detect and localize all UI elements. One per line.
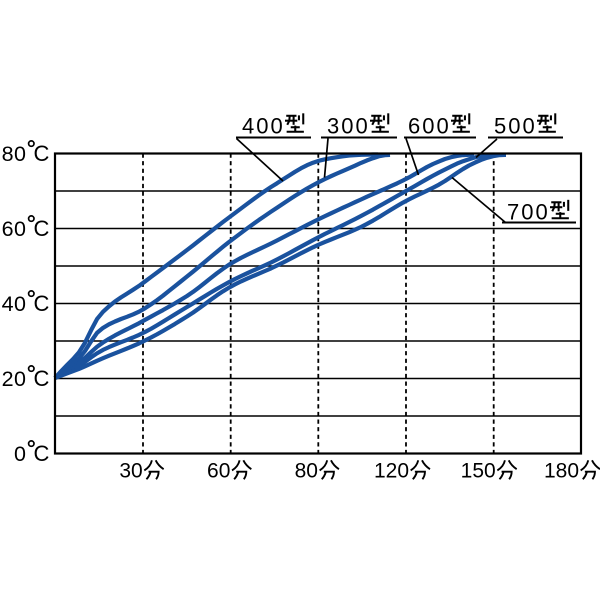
svg-text:C: C [34, 291, 50, 316]
svg-text:700: 700 [507, 200, 550, 225]
svg-text:0: 0 [14, 442, 26, 466]
svg-text:500: 500 [494, 114, 537, 139]
svg-text:120: 120 [374, 460, 409, 483]
svg-text:60: 60 [207, 460, 230, 483]
svg-text:C: C [34, 216, 50, 241]
svg-text:80: 80 [2, 142, 27, 166]
svg-text:600: 600 [408, 114, 451, 139]
svg-text:80: 80 [295, 460, 318, 483]
svg-text:C: C [34, 141, 50, 166]
svg-text:300: 300 [327, 114, 370, 139]
svg-text:60: 60 [2, 217, 27, 241]
svg-text:C: C [34, 366, 50, 391]
svg-text:150: 150 [461, 460, 496, 483]
svg-text:400: 400 [242, 114, 285, 139]
svg-text:C: C [34, 441, 50, 466]
svg-text:40: 40 [2, 292, 27, 316]
svg-text:30: 30 [119, 460, 142, 483]
svg-text:180: 180 [544, 460, 579, 483]
svg-text:20: 20 [2, 367, 27, 391]
